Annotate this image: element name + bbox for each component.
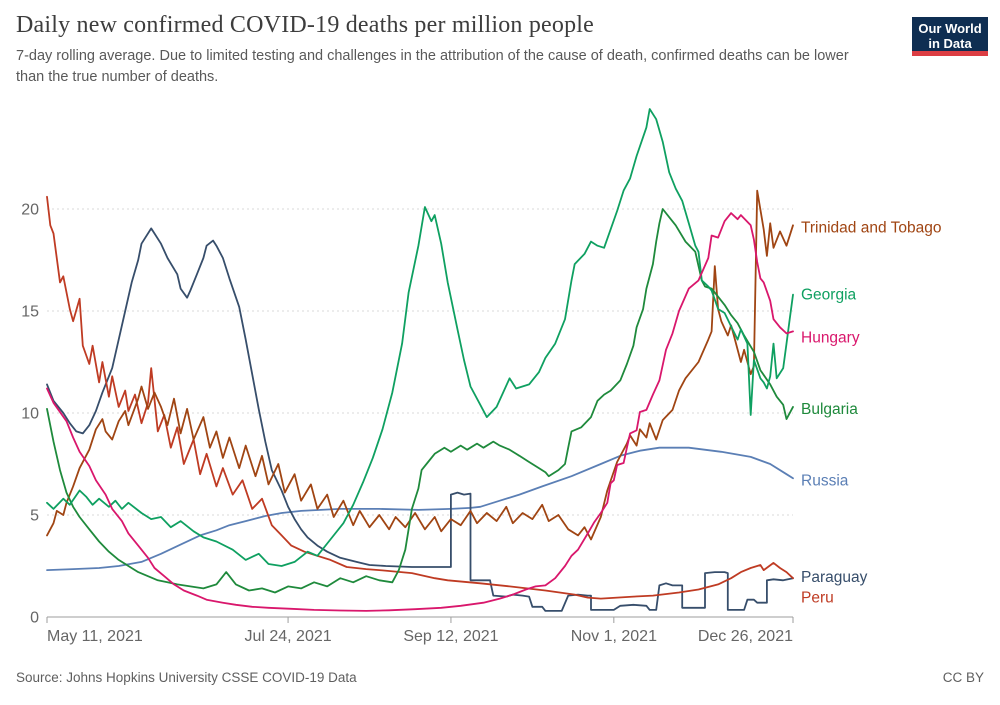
series-label-paraguay[interactable]: Paraguay	[801, 569, 868, 586]
chart-title: Daily new confirmed COVID-19 deaths per …	[16, 12, 594, 38]
x-axis-tick-label: Nov 1, 2021	[571, 628, 657, 645]
series-label-russia[interactable]: Russia	[801, 472, 849, 489]
series-line-georgia	[46, 108, 794, 567]
y-axis-tick-label: 5	[30, 508, 39, 525]
series-line-peru	[46, 195, 794, 600]
x-axis-tick-label: Jul 24, 2021	[244, 628, 331, 645]
series-label-peru[interactable]: Peru	[801, 590, 834, 607]
series-line-russia	[46, 446, 794, 571]
license-link[interactable]: CC BY	[942, 670, 984, 685]
y-axis-tick-label: 15	[21, 304, 39, 321]
series-label-georgia[interactable]: Georgia	[801, 287, 857, 304]
x-axis-tick-label: May 11, 2021	[47, 628, 143, 645]
series-label-hungary[interactable]: Hungary	[801, 330, 860, 347]
chart-header: Daily new confirmed COVID-19 deaths per …	[16, 12, 896, 88]
chart-footer: Source: Johns Hopkins University CSSE CO…	[16, 670, 984, 685]
x-axis-tick-label: Sep 12, 2021	[403, 628, 498, 645]
series-line-hungary	[46, 212, 794, 612]
y-axis-tick-label: 0	[30, 610, 39, 627]
owid-logo-line2: in Data	[928, 36, 972, 51]
series-label-trinidad-and-tobago[interactable]: Trinidad and Tobago	[801, 219, 941, 236]
source-note: Source: Johns Hopkins University CSSE CO…	[16, 670, 357, 685]
x-axis-tick-label: Dec 26, 2021	[698, 628, 793, 645]
owid-logo-line1: Our World	[918, 21, 982, 36]
y-axis-tick-label: 20	[21, 202, 39, 219]
series-line-paraguay	[46, 227, 794, 612]
owid-logo[interactable]: Our World in Data	[912, 17, 988, 56]
series-line-trinidad-and-tobago	[46, 189, 794, 541]
series-label-bulgaria[interactable]: Bulgaria	[801, 401, 858, 418]
chart-subtitle: 7-day rolling average. Due to limited te…	[16, 48, 849, 85]
series-line-bulgaria	[46, 208, 794, 594]
y-axis-tick-label: 10	[21, 406, 39, 423]
